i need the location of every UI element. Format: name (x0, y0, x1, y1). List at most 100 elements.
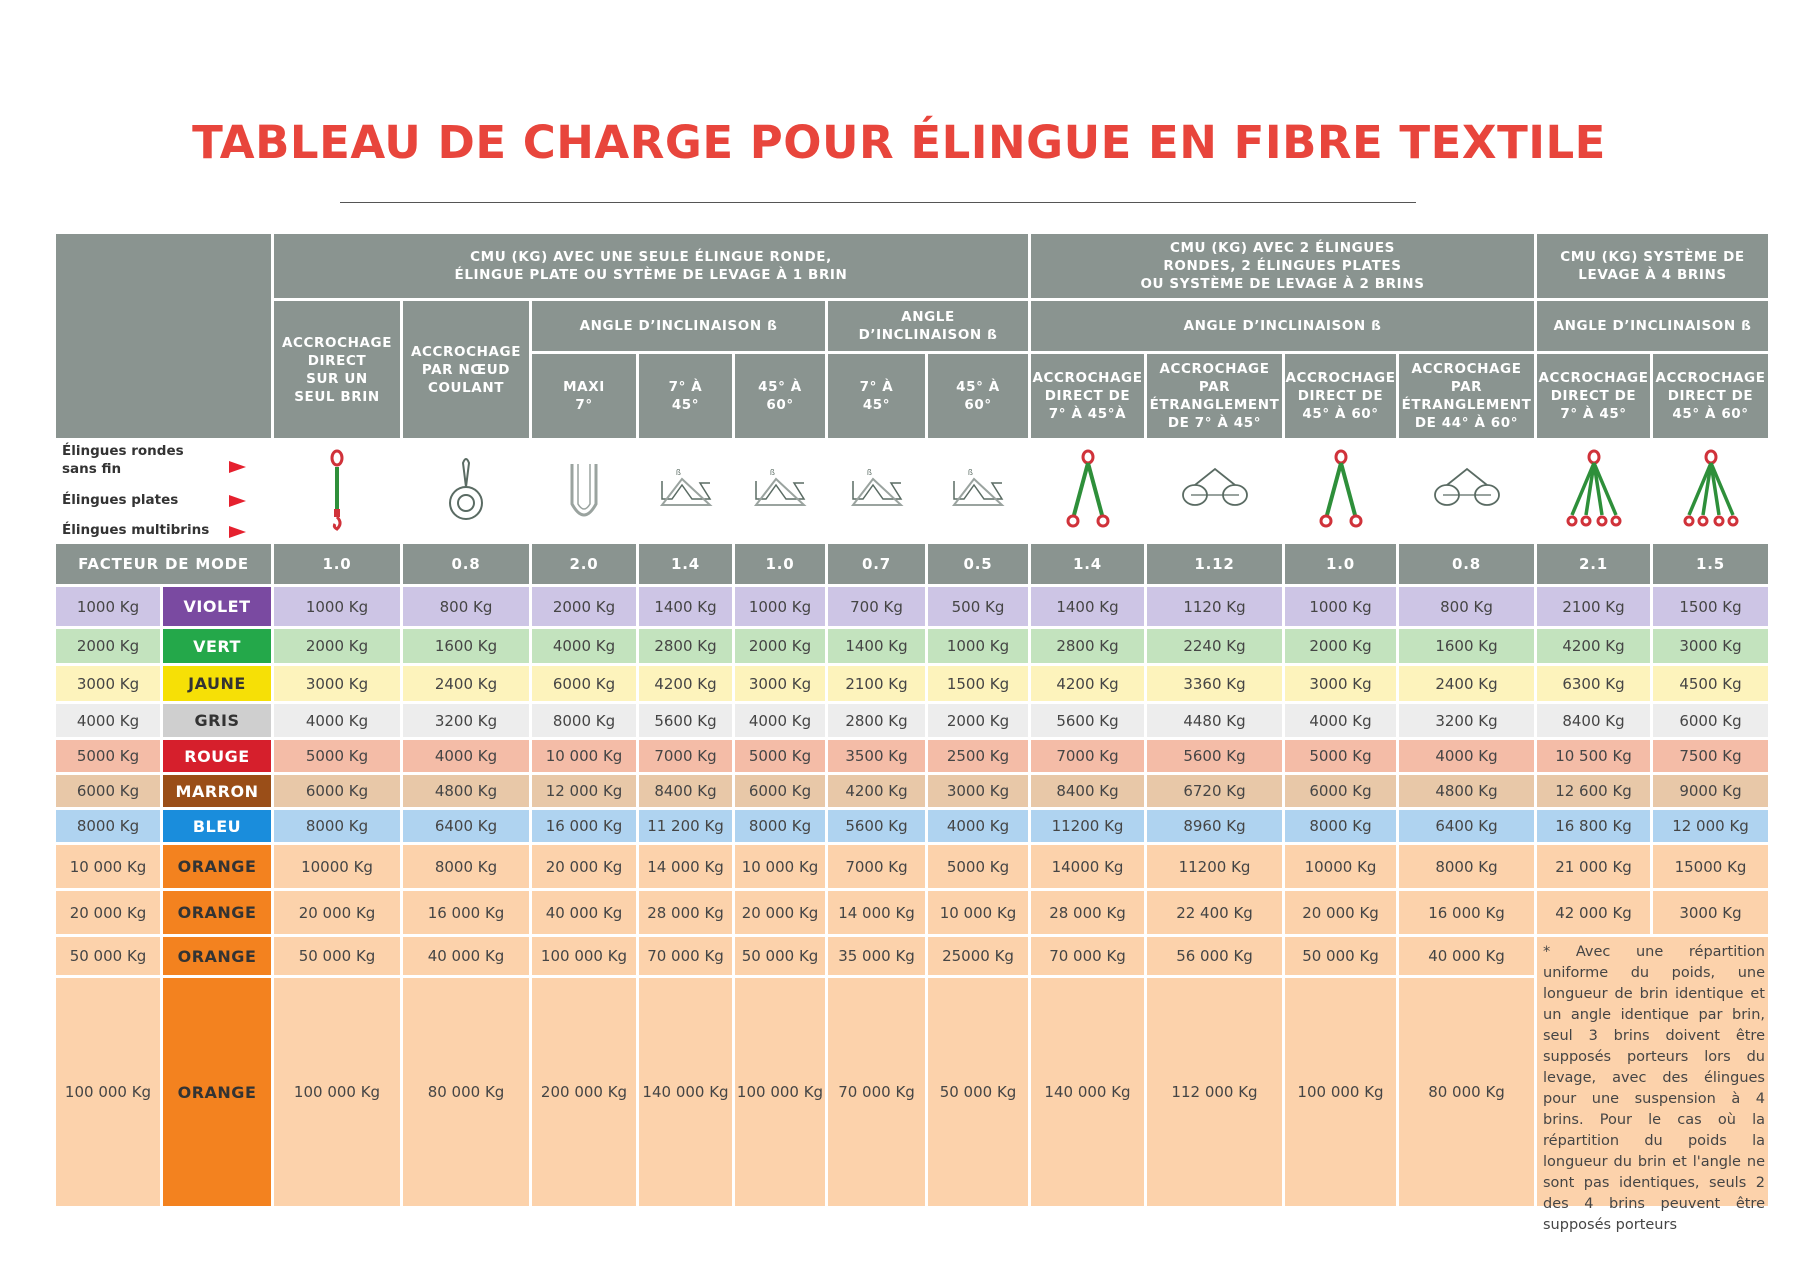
table-cell: 4500 Kg (1653, 666, 1768, 701)
table-cell: 15000 Kg (1653, 845, 1768, 888)
table-cell: 4200 Kg (828, 775, 925, 807)
table-cell: 7000 Kg (1031, 740, 1144, 772)
table-cell: 4000 Kg (1285, 704, 1396, 737)
cmu-value: 100 000 Kg (56, 978, 160, 1206)
table-cell: 8960 Kg (1147, 810, 1282, 842)
facteur-value: 0.8 (403, 544, 529, 584)
facteur-label: FACTEUR DE MODE (56, 544, 271, 584)
table-cell: 5600 Kg (1147, 740, 1282, 772)
color-badge: ROUGE (163, 740, 271, 772)
table-cell: 4000 Kg (735, 704, 825, 737)
basket-angle-icon: ß (735, 441, 825, 541)
facteur-value: 2.1 (1537, 544, 1650, 584)
facteur-value: 0.5 (928, 544, 1028, 584)
table-cell: 1000 Kg (274, 587, 400, 626)
header-col: ACCROCHAGE DIRECT DE 45° À 60° (1285, 354, 1396, 438)
basket-hitch-icon (532, 441, 636, 541)
facteur-value: 1.4 (639, 544, 732, 584)
color-badge: ORANGE (163, 845, 271, 888)
cmu-value: 50 000 Kg (56, 937, 160, 975)
table-cell: 40 000 Kg (1399, 937, 1534, 975)
table-cell: 4800 Kg (403, 775, 529, 807)
table-cell: 50 000 Kg (1285, 937, 1396, 975)
table-cell: 2000 Kg (532, 587, 636, 626)
table-cell: 40 000 Kg (403, 937, 529, 975)
table-cell: 11200 Kg (1031, 810, 1144, 842)
facteur-value: 2.0 (532, 544, 636, 584)
four-leg-sling-icon (1653, 441, 1768, 541)
table-cell: 1400 Kg (1031, 587, 1144, 626)
table-cell: 4480 Kg (1147, 704, 1282, 737)
table-cell: 1500 Kg (928, 666, 1028, 701)
table-cell: 21 000 Kg (1537, 845, 1650, 888)
table-cell: 1000 Kg (928, 629, 1028, 663)
basket-angle-icon: ß (828, 441, 925, 541)
header-angle-basket: ANGLE D’INCLINAISON ß (532, 301, 825, 351)
table-cell: 7500 Kg (1653, 740, 1768, 772)
single-leg-sling-icon (274, 441, 400, 541)
color-badge: VIOLET (163, 587, 271, 626)
header-choke-noeud: ACCROCHAGE PAR NŒUD COULANT (403, 301, 529, 438)
cmu-value: 20 000 Kg (56, 891, 160, 934)
two-leg-sling-icon (1285, 441, 1396, 541)
table-cell: 8000 Kg (735, 810, 825, 842)
table-cell: 2000 Kg (928, 704, 1028, 737)
header-single-sling: CMU (KG) AVEC UNE SEULE ÉLINGUE RONDE, É… (274, 234, 1028, 298)
table-cell: 70 000 Kg (639, 937, 732, 975)
table-cell: 50 000 Kg (735, 937, 825, 975)
cmu-value: 2000 Kg (56, 629, 160, 663)
choke-hitch-icon (403, 441, 529, 541)
facteur-value: 0.7 (828, 544, 925, 584)
table-cell: 14 000 Kg (828, 891, 925, 934)
table-cell: 16 000 Kg (1399, 891, 1534, 934)
arrow-right-icon (229, 526, 246, 538)
table-cell: 6000 Kg (532, 666, 636, 701)
facteur-value: 1.0 (735, 544, 825, 584)
table-cell: 3000 Kg (928, 775, 1028, 807)
table-cell: 800 Kg (403, 587, 529, 626)
table-cell: 100 000 Kg (735, 978, 825, 1206)
table-cell: 40 000 Kg (532, 891, 636, 934)
table-cell: 8000 Kg (1399, 845, 1534, 888)
table-cell: 2400 Kg (1399, 666, 1534, 701)
table-cell: 28 000 Kg (1031, 891, 1144, 934)
table-cell: 2800 Kg (828, 704, 925, 737)
table-cell: 10000 Kg (1285, 845, 1396, 888)
facteur-value: 1.0 (1285, 544, 1396, 584)
table-cell: 2100 Kg (828, 666, 925, 701)
table-cell: 10000 Kg (274, 845, 400, 888)
table-cell: 3000 Kg (1653, 891, 1768, 934)
header-col: 45° À 60° (735, 354, 825, 438)
table-cell: 1400 Kg (828, 629, 925, 663)
header-col: 7° À 45° (828, 354, 925, 438)
header-col: MAXI 7° (532, 354, 636, 438)
table-cell: 6300 Kg (1537, 666, 1650, 701)
table-cell: 16 000 Kg (403, 891, 529, 934)
table-cell: 20 000 Kg (735, 891, 825, 934)
header-direct-single: ACCROCHAGE DIRECT SUR UN SEUL BRIN (274, 301, 400, 438)
cmu-value: 4000 Kg (56, 704, 160, 737)
table-cell: 3000 Kg (1285, 666, 1396, 701)
table-cell: 3360 Kg (1147, 666, 1282, 701)
color-badge: ORANGE (163, 891, 271, 934)
header-col: 7° À 45° (639, 354, 732, 438)
table-cell: 3000 Kg (1653, 629, 1768, 663)
table-cell: 80 000 Kg (403, 978, 529, 1206)
arrow-right-icon (229, 495, 246, 507)
header-col: ACCROCHAGE PAR ÉTRANGLEMENT DE 44° À 60° (1399, 354, 1534, 438)
header-col: ACCROCHAGE DIRECT DE 7° À 45° (1537, 354, 1650, 438)
table-cell: 1400 Kg (639, 587, 732, 626)
table-cell: 7000 Kg (639, 740, 732, 772)
table-cell: 2800 Kg (1031, 629, 1144, 663)
table-cell: 10 000 Kg (735, 845, 825, 888)
table-cell: 2000 Kg (1285, 629, 1396, 663)
title-divider (340, 202, 1416, 203)
two-leg-choke-icon (1399, 441, 1534, 541)
cmu-value: 3000 Kg (56, 666, 160, 701)
table-cell: 4000 Kg (403, 740, 529, 772)
table-cell: 1120 Kg (1147, 587, 1282, 626)
cmu-value: 10 000 Kg (56, 845, 160, 888)
color-badge: BLEU (163, 810, 271, 842)
table-cell: 4200 Kg (639, 666, 732, 701)
table-cell: 4000 Kg (928, 810, 1028, 842)
